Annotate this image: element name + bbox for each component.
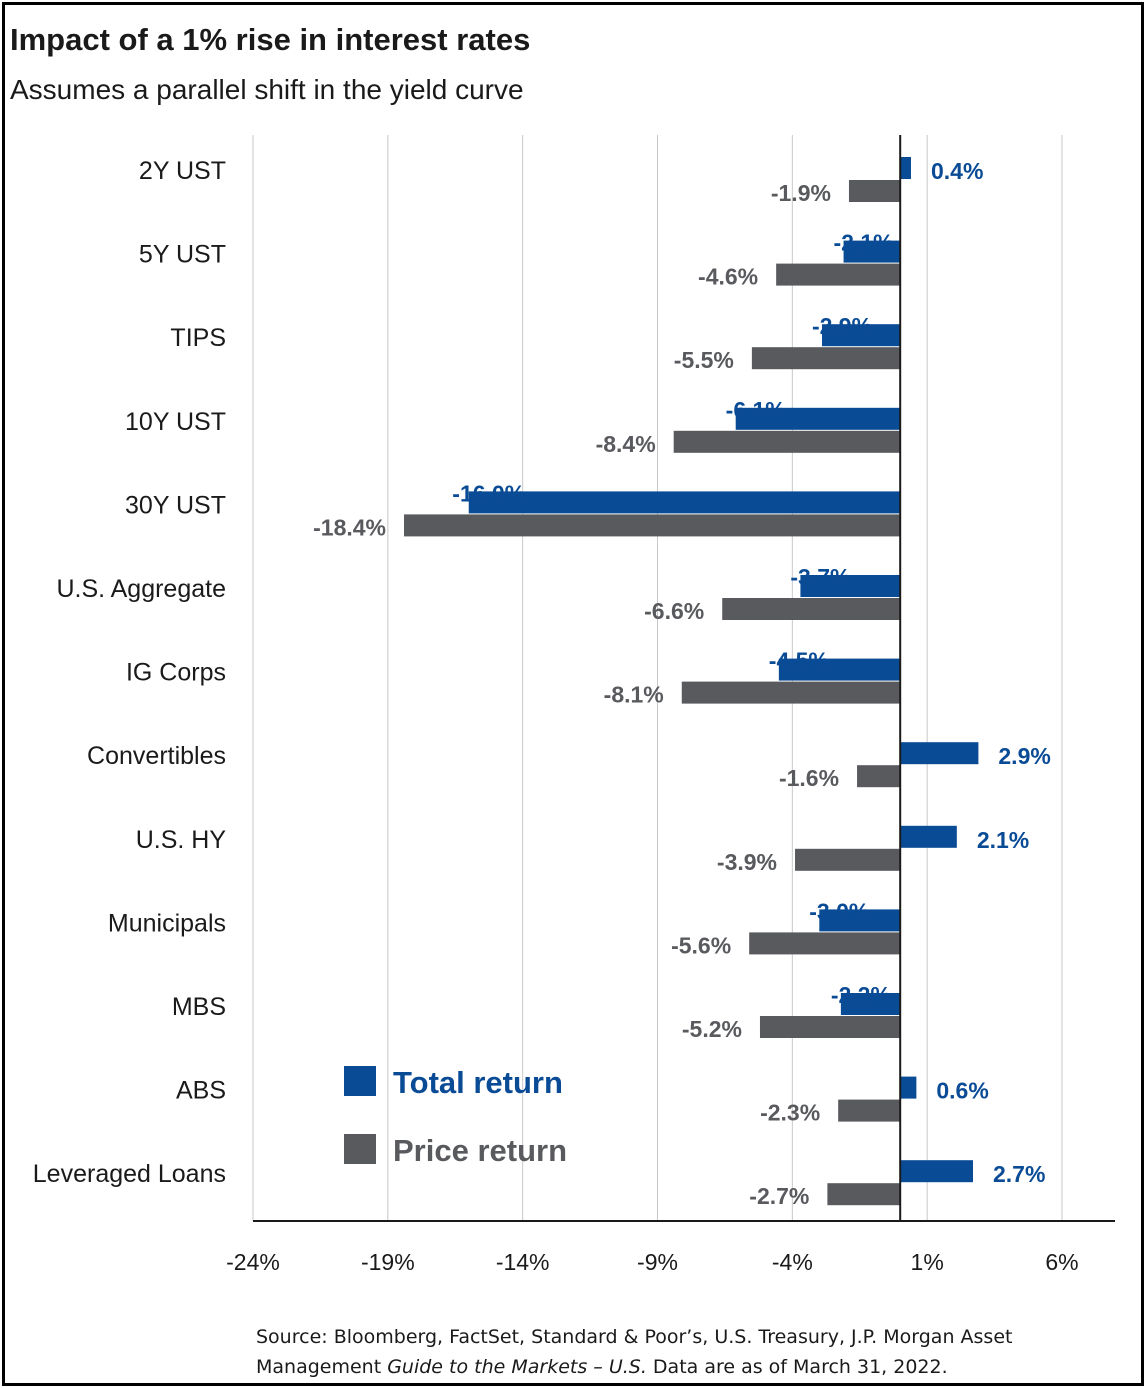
chart-subtitle: Assumes a parallel shift in the yield cu… [10, 74, 524, 105]
price-return-label: -4.6% [698, 264, 758, 290]
category-label: ABS [176, 1077, 226, 1105]
legend-swatch-total [344, 1066, 376, 1096]
category-label: TIPS [170, 324, 226, 352]
category-label: 2Y UST [139, 157, 226, 185]
category-label: 10Y UST [125, 408, 226, 436]
x-tick-label: -19% [361, 1249, 415, 1275]
x-tick-label: -14% [496, 1249, 550, 1275]
total-return-label: -16.0% [452, 480, 525, 506]
price-return-label: -18.4% [313, 514, 386, 540]
total-return-bar [900, 742, 979, 765]
total-return-label: 0.6% [936, 1078, 988, 1104]
source-line-1: Source: Bloomberg, FactSet, Standard & P… [256, 1326, 1013, 1348]
x-tick-label: 6% [1045, 1249, 1078, 1275]
total-return-bar [900, 1160, 974, 1183]
price-return-bar [838, 1099, 901, 1122]
total-return-bar [735, 407, 901, 430]
category-label: 5Y UST [139, 241, 226, 269]
total-return-label: 0.4% [931, 158, 983, 184]
price-return-bar [827, 1183, 901, 1206]
price-return-label: -2.7% [749, 1183, 809, 1209]
category-label: 30Y UST [125, 491, 226, 519]
price-return-bar [751, 347, 901, 370]
total-return-bar [843, 240, 901, 263]
price-return-label: -8.4% [596, 431, 656, 457]
total-return-bar [800, 575, 901, 597]
legend-swatch-price [344, 1134, 376, 1164]
grid-lines [252, 135, 1063, 1221]
source-line-2-pre: Management [256, 1356, 388, 1378]
category-label: Convertibles [87, 742, 226, 770]
axes [253, 135, 1115, 1222]
legend: Total return Price return [344, 1065, 567, 1168]
total-return-bar [900, 1076, 917, 1099]
price-return-label: -1.9% [771, 180, 831, 206]
price-return-label: -2.3% [760, 1100, 820, 1126]
total-return-bar [468, 491, 901, 514]
total-return-label: -3.0% [809, 898, 869, 924]
price-return-label: -5.5% [674, 347, 734, 373]
category-label: MBS [172, 993, 226, 1021]
source-line-2: Management Guide to the Markets – U.S. D… [256, 1352, 1126, 1382]
total-return-label: -2.2% [831, 982, 891, 1008]
total-return-bar [819, 909, 901, 932]
chart-title: Impact of a 1% rise in interest rates [10, 22, 531, 57]
source-line-2-italic: Guide to the Markets – U.S. [387, 1356, 647, 1378]
x-tick-label: -4% [772, 1249, 813, 1275]
x-tick-label: 1% [911, 1249, 944, 1275]
total-return-label: -2.1% [834, 230, 894, 256]
price-return-bar [848, 180, 901, 202]
total-return-bar [778, 658, 901, 681]
price-return-bar [681, 681, 901, 704]
price-return-bar [759, 1016, 901, 1038]
category-label: U.S. Aggregate [56, 575, 226, 603]
total-return-bar [900, 825, 957, 848]
bars [404, 157, 979, 1206]
price-return-label: -6.6% [644, 598, 704, 624]
total-return-label: -6.1% [726, 397, 786, 423]
labels: -24% -19% -14% -9% -4% 1% 6% 2Y UST 0.4% -1.9% 5Y … [33, 157, 1079, 1275]
total-return-label: -4.5% [769, 648, 829, 674]
category-label: Leveraged Loans [33, 1160, 226, 1188]
price-return-bar [795, 848, 901, 871]
price-return-label: -1.6% [779, 765, 839, 791]
price-return-bar [857, 765, 901, 788]
x-tick-label: -9% [637, 1249, 678, 1275]
price-return-label: -3.9% [717, 849, 777, 875]
total-return-label: -3.7% [790, 564, 850, 590]
source-line-2-post: Data are as of March 31, 2022. [646, 1356, 948, 1378]
total-return-label: 2.7% [993, 1161, 1045, 1187]
legend-label-total: Total return [393, 1065, 563, 1100]
x-tick-label: -24% [226, 1249, 280, 1275]
category-label: IG Corps [126, 659, 226, 687]
price-return-label: -5.6% [671, 932, 731, 958]
category-label: Municipals [108, 909, 226, 937]
price-return-bar [722, 598, 901, 620]
price-return-bar [749, 932, 901, 955]
price-return-label: -8.1% [604, 682, 664, 708]
total-return-bar [900, 157, 911, 179]
total-return-label: 2.9% [998, 743, 1050, 769]
price-return-bar [776, 263, 901, 286]
total-return-label: 2.1% [977, 827, 1029, 853]
price-return-bar [404, 514, 901, 537]
price-return-bar [673, 430, 901, 453]
source-note: Source: Bloomberg, FactSet, Standard & P… [256, 1322, 1126, 1382]
price-return-label: -5.2% [682, 1016, 742, 1042]
total-return-bar [840, 993, 901, 1015]
total-return-label: -2.9% [812, 313, 872, 339]
category-label: U.S. HY [136, 826, 227, 854]
total-return-bar [821, 324, 901, 347]
legend-label-price: Price return [393, 1133, 567, 1168]
